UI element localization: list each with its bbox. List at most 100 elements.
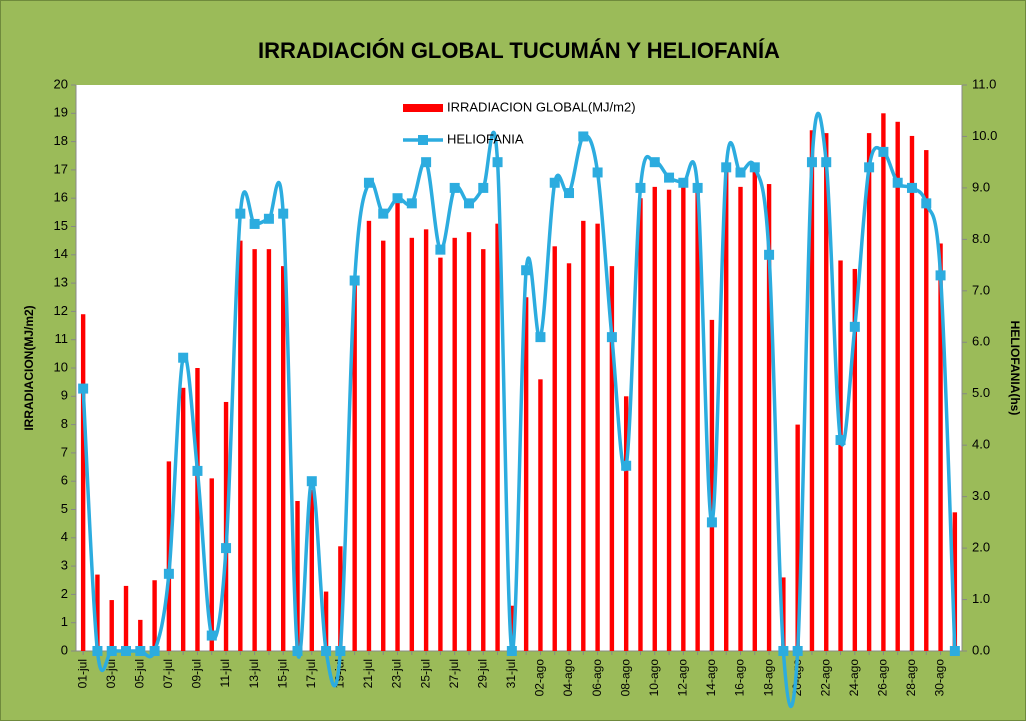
line-marker xyxy=(735,167,746,178)
y-tick-label: 3 xyxy=(61,558,68,573)
bar xyxy=(123,585,129,651)
bar xyxy=(466,232,472,651)
bar xyxy=(195,368,200,651)
line-marker xyxy=(135,646,146,656)
y-tick-label: 4 xyxy=(61,529,68,544)
x-tick-label: 09-jul xyxy=(190,659,204,688)
line-marker xyxy=(778,646,789,656)
bar xyxy=(752,169,757,651)
y2-tick-label: 7.0 xyxy=(972,282,990,297)
line-marker xyxy=(449,182,460,193)
x-tick-label: 18-ago xyxy=(761,659,775,697)
x-tick-label: 29-jul xyxy=(475,659,489,688)
x-tick-label: 24-ago xyxy=(847,659,861,697)
bar xyxy=(709,319,715,651)
line-marker xyxy=(149,646,160,656)
line-marker xyxy=(549,177,560,188)
y-tick-label: 10 xyxy=(54,359,68,374)
x-tick-label: 10-ago xyxy=(647,659,661,697)
legend-swatch xyxy=(403,104,443,112)
line-marker xyxy=(892,177,903,188)
x-tick-label: 30-ago xyxy=(933,659,947,697)
x-tick-label: 12-ago xyxy=(676,659,690,697)
bar xyxy=(352,283,357,651)
line-marker xyxy=(249,218,260,229)
line-marker xyxy=(435,244,446,255)
y2-tick-label: 8.0 xyxy=(972,231,990,246)
bar xyxy=(652,186,657,651)
y2-tick-label: 3.0 xyxy=(972,488,990,503)
y2-tick-label: 2.0 xyxy=(972,540,990,555)
bar xyxy=(681,186,686,651)
line-marker xyxy=(306,476,317,487)
line-marker xyxy=(363,177,374,188)
line-marker xyxy=(406,198,417,209)
x-tick-label: 13-jul xyxy=(247,659,261,688)
bar xyxy=(438,257,443,651)
y-tick-label: 20 xyxy=(54,76,68,91)
x-tick-label: 26-ago xyxy=(876,659,890,697)
y-tick-label: 16 xyxy=(54,190,68,205)
x-tick-label: 05-jul xyxy=(132,659,146,688)
line-marker xyxy=(278,208,289,219)
bar xyxy=(323,591,329,651)
bar xyxy=(366,220,372,651)
plot-area xyxy=(76,85,962,651)
bar xyxy=(252,249,257,651)
line-marker xyxy=(806,157,817,168)
line-marker xyxy=(321,646,332,656)
line-marker xyxy=(178,352,189,363)
bar xyxy=(895,121,900,652)
y-tick-label: 6 xyxy=(61,473,68,488)
line-marker xyxy=(835,435,846,446)
line-marker xyxy=(492,157,503,168)
bar xyxy=(809,130,815,651)
bar xyxy=(295,501,300,651)
line-marker xyxy=(521,265,532,276)
x-tick-label: 02-ago xyxy=(533,659,547,697)
bar xyxy=(795,424,800,651)
x-tick-label: 23-jul xyxy=(390,659,404,688)
x-tick-label: 04-ago xyxy=(561,659,575,697)
bar xyxy=(409,237,415,651)
y-tick-label: 14 xyxy=(54,246,68,261)
y-tick-label: 18 xyxy=(54,133,68,148)
bar xyxy=(381,240,386,651)
line-marker xyxy=(235,208,246,219)
legend-label: IRRADIACION GLOBAL(MJ/m2) xyxy=(447,99,636,114)
x-tick-label: 28-ago xyxy=(904,659,918,697)
x-tick-label: 08-ago xyxy=(618,659,632,697)
y-tick-label: 11 xyxy=(55,331,69,346)
bar xyxy=(595,223,600,652)
bar xyxy=(109,600,114,651)
bar xyxy=(724,169,729,651)
bar xyxy=(852,268,858,651)
y2-tick-label: 10.0 xyxy=(972,128,997,143)
chart-title: IRRADIACIÓN GLOBAL TUCUMÁN Y HELIOFANÍA xyxy=(258,38,780,63)
bar xyxy=(881,113,886,652)
bar xyxy=(481,249,486,651)
bar xyxy=(609,266,615,651)
bar xyxy=(566,263,572,651)
x-tick-label: 16-ago xyxy=(733,659,747,697)
line-marker xyxy=(221,543,232,554)
line-marker xyxy=(378,208,389,219)
x-tick-label: 14-ago xyxy=(704,659,718,697)
y-axis-label: IRRADIACION(MJ/m2) xyxy=(22,305,36,430)
line-marker xyxy=(349,275,360,286)
line-marker xyxy=(335,646,346,656)
bar xyxy=(452,237,457,651)
bar xyxy=(623,396,629,651)
line-marker xyxy=(78,383,89,394)
y-tick-label: 7 xyxy=(61,444,68,459)
line-marker xyxy=(463,198,474,209)
line-marker xyxy=(606,332,617,343)
y2-tick-label: 4.0 xyxy=(972,437,990,452)
line-marker xyxy=(592,167,603,178)
x-tick-label: 06-ago xyxy=(590,659,604,697)
line-marker xyxy=(635,182,646,193)
line-marker xyxy=(478,182,489,193)
line-marker xyxy=(392,193,403,204)
y-tick-label: 1 xyxy=(61,614,68,629)
